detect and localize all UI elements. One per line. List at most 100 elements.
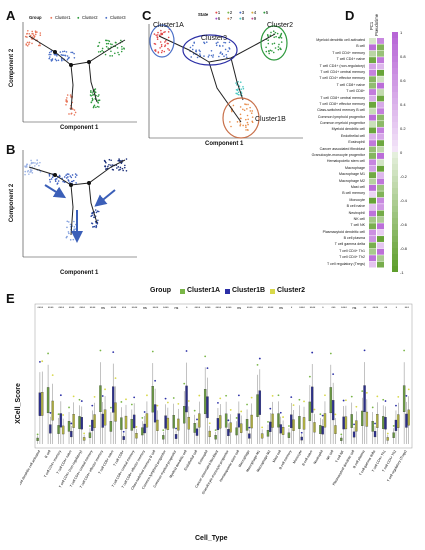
scatter-point <box>68 56 70 59</box>
scatter-point <box>66 94 69 96</box>
outlier-point <box>120 401 123 403</box>
scatter-point <box>72 108 74 110</box>
colorbar-step <box>392 122 398 128</box>
colorbar-step <box>392 74 398 80</box>
scatter-point <box>26 163 28 166</box>
panel-c-xlabel: Component 1 <box>205 141 244 147</box>
scatter-point <box>73 114 76 116</box>
category-tick-label: T cell NK <box>334 449 345 463</box>
colorbar-step <box>392 104 398 110</box>
state-dot: ● <box>227 10 230 15</box>
state-dot: ● <box>239 16 242 21</box>
scatter-point <box>48 53 50 56</box>
heatmap-cell <box>369 89 376 95</box>
outlier-point <box>403 349 406 352</box>
significance-label: **** <box>37 306 43 310</box>
scatter-point <box>66 220 69 223</box>
state-label: 6 <box>217 16 221 21</box>
scatter-point <box>66 226 68 229</box>
outlier-point <box>146 394 148 397</box>
scatter-point <box>157 51 160 54</box>
scatter-point <box>239 123 242 125</box>
heatmap-row-label: Plasmacytoid dendritic cell <box>322 229 365 234</box>
scatter-point <box>199 50 201 53</box>
scatter-point <box>71 180 74 183</box>
outlier-point <box>175 427 177 430</box>
scatter-point <box>270 31 272 34</box>
significance-label: **** <box>257 306 263 310</box>
scatter-point <box>65 236 68 239</box>
heatmap-colorbar <box>392 32 398 272</box>
heatmap-cell <box>369 223 376 230</box>
outlier-point <box>112 351 115 354</box>
scatter-point <box>61 59 63 62</box>
scatter-point <box>113 52 116 55</box>
scatter-point <box>69 175 72 177</box>
outlier-point <box>204 355 207 358</box>
heatmap-cell <box>377 69 384 76</box>
scatter-point <box>237 93 240 96</box>
scatter-point <box>50 50 53 53</box>
panel-b-ylabel: Component 2 <box>9 183 16 223</box>
outlier-point <box>217 402 219 404</box>
panel-a-plot <box>22 22 137 123</box>
state-label: 4 <box>253 10 257 15</box>
heatmap-cell <box>369 191 376 198</box>
significance-label: **** <box>111 306 117 310</box>
scatter-point <box>228 48 231 50</box>
heatmap-cell <box>377 255 384 262</box>
outlier-point <box>185 350 188 352</box>
heatmap-cell <box>377 133 384 140</box>
scatter-point <box>245 103 247 106</box>
scatter-point <box>105 42 108 45</box>
scatter-point <box>66 58 69 61</box>
heatmap-cell <box>369 50 376 57</box>
colorbar-step <box>392 254 398 260</box>
scatter-point <box>56 55 58 57</box>
heatmap-cell <box>369 229 376 236</box>
state-label: 2 <box>229 10 233 15</box>
outlier-point <box>235 417 238 419</box>
scatter-point <box>89 94 92 96</box>
scatter-point <box>157 31 159 34</box>
scatter-point <box>28 41 31 44</box>
scatter-point <box>243 109 246 112</box>
scatter-point <box>90 101 93 103</box>
outlier-point <box>271 394 274 397</box>
outlier-point <box>392 425 395 427</box>
heatmap-cell <box>369 108 376 115</box>
scatter-point <box>65 51 68 53</box>
scatter-point <box>55 59 58 62</box>
outlier-point <box>133 396 136 399</box>
outlier-point <box>59 394 62 397</box>
scatter-point <box>107 42 110 45</box>
heatmap-row-label: T cell CD8+ effector memory <box>319 101 365 106</box>
scatter-point <box>108 163 110 166</box>
heatmap-cell <box>369 69 376 76</box>
heatmap-row-label: Macrophage M1 <box>339 172 365 177</box>
significance-label: **** <box>90 306 96 310</box>
outlier-point <box>151 350 154 353</box>
scatter-point <box>37 44 40 47</box>
scatter-point <box>92 93 95 96</box>
scatter-point <box>160 45 163 48</box>
category-tick-label: Neutrophil <box>313 449 324 465</box>
state-label: 3 <box>241 10 245 15</box>
significance-label: * <box>396 306 398 310</box>
panel-e-legend-1: Cluster1A <box>187 287 221 294</box>
scatter-point <box>72 179 75 182</box>
scatter-point <box>65 99 68 101</box>
scatter-point <box>125 170 128 172</box>
colorbar-step <box>392 158 398 164</box>
scatter-point <box>121 167 124 170</box>
state-dot: ● <box>263 10 266 15</box>
scatter-point <box>237 91 240 94</box>
scatter-point <box>120 39 122 42</box>
outlier-point <box>114 377 117 380</box>
heatmap <box>369 38 384 268</box>
category-tick-label: B cell naive <box>301 449 313 466</box>
heatmap-cell <box>377 229 384 236</box>
scatter-point <box>161 49 164 52</box>
scatter-point <box>218 55 220 58</box>
heatmap-row-label: B cell <box>356 44 365 49</box>
